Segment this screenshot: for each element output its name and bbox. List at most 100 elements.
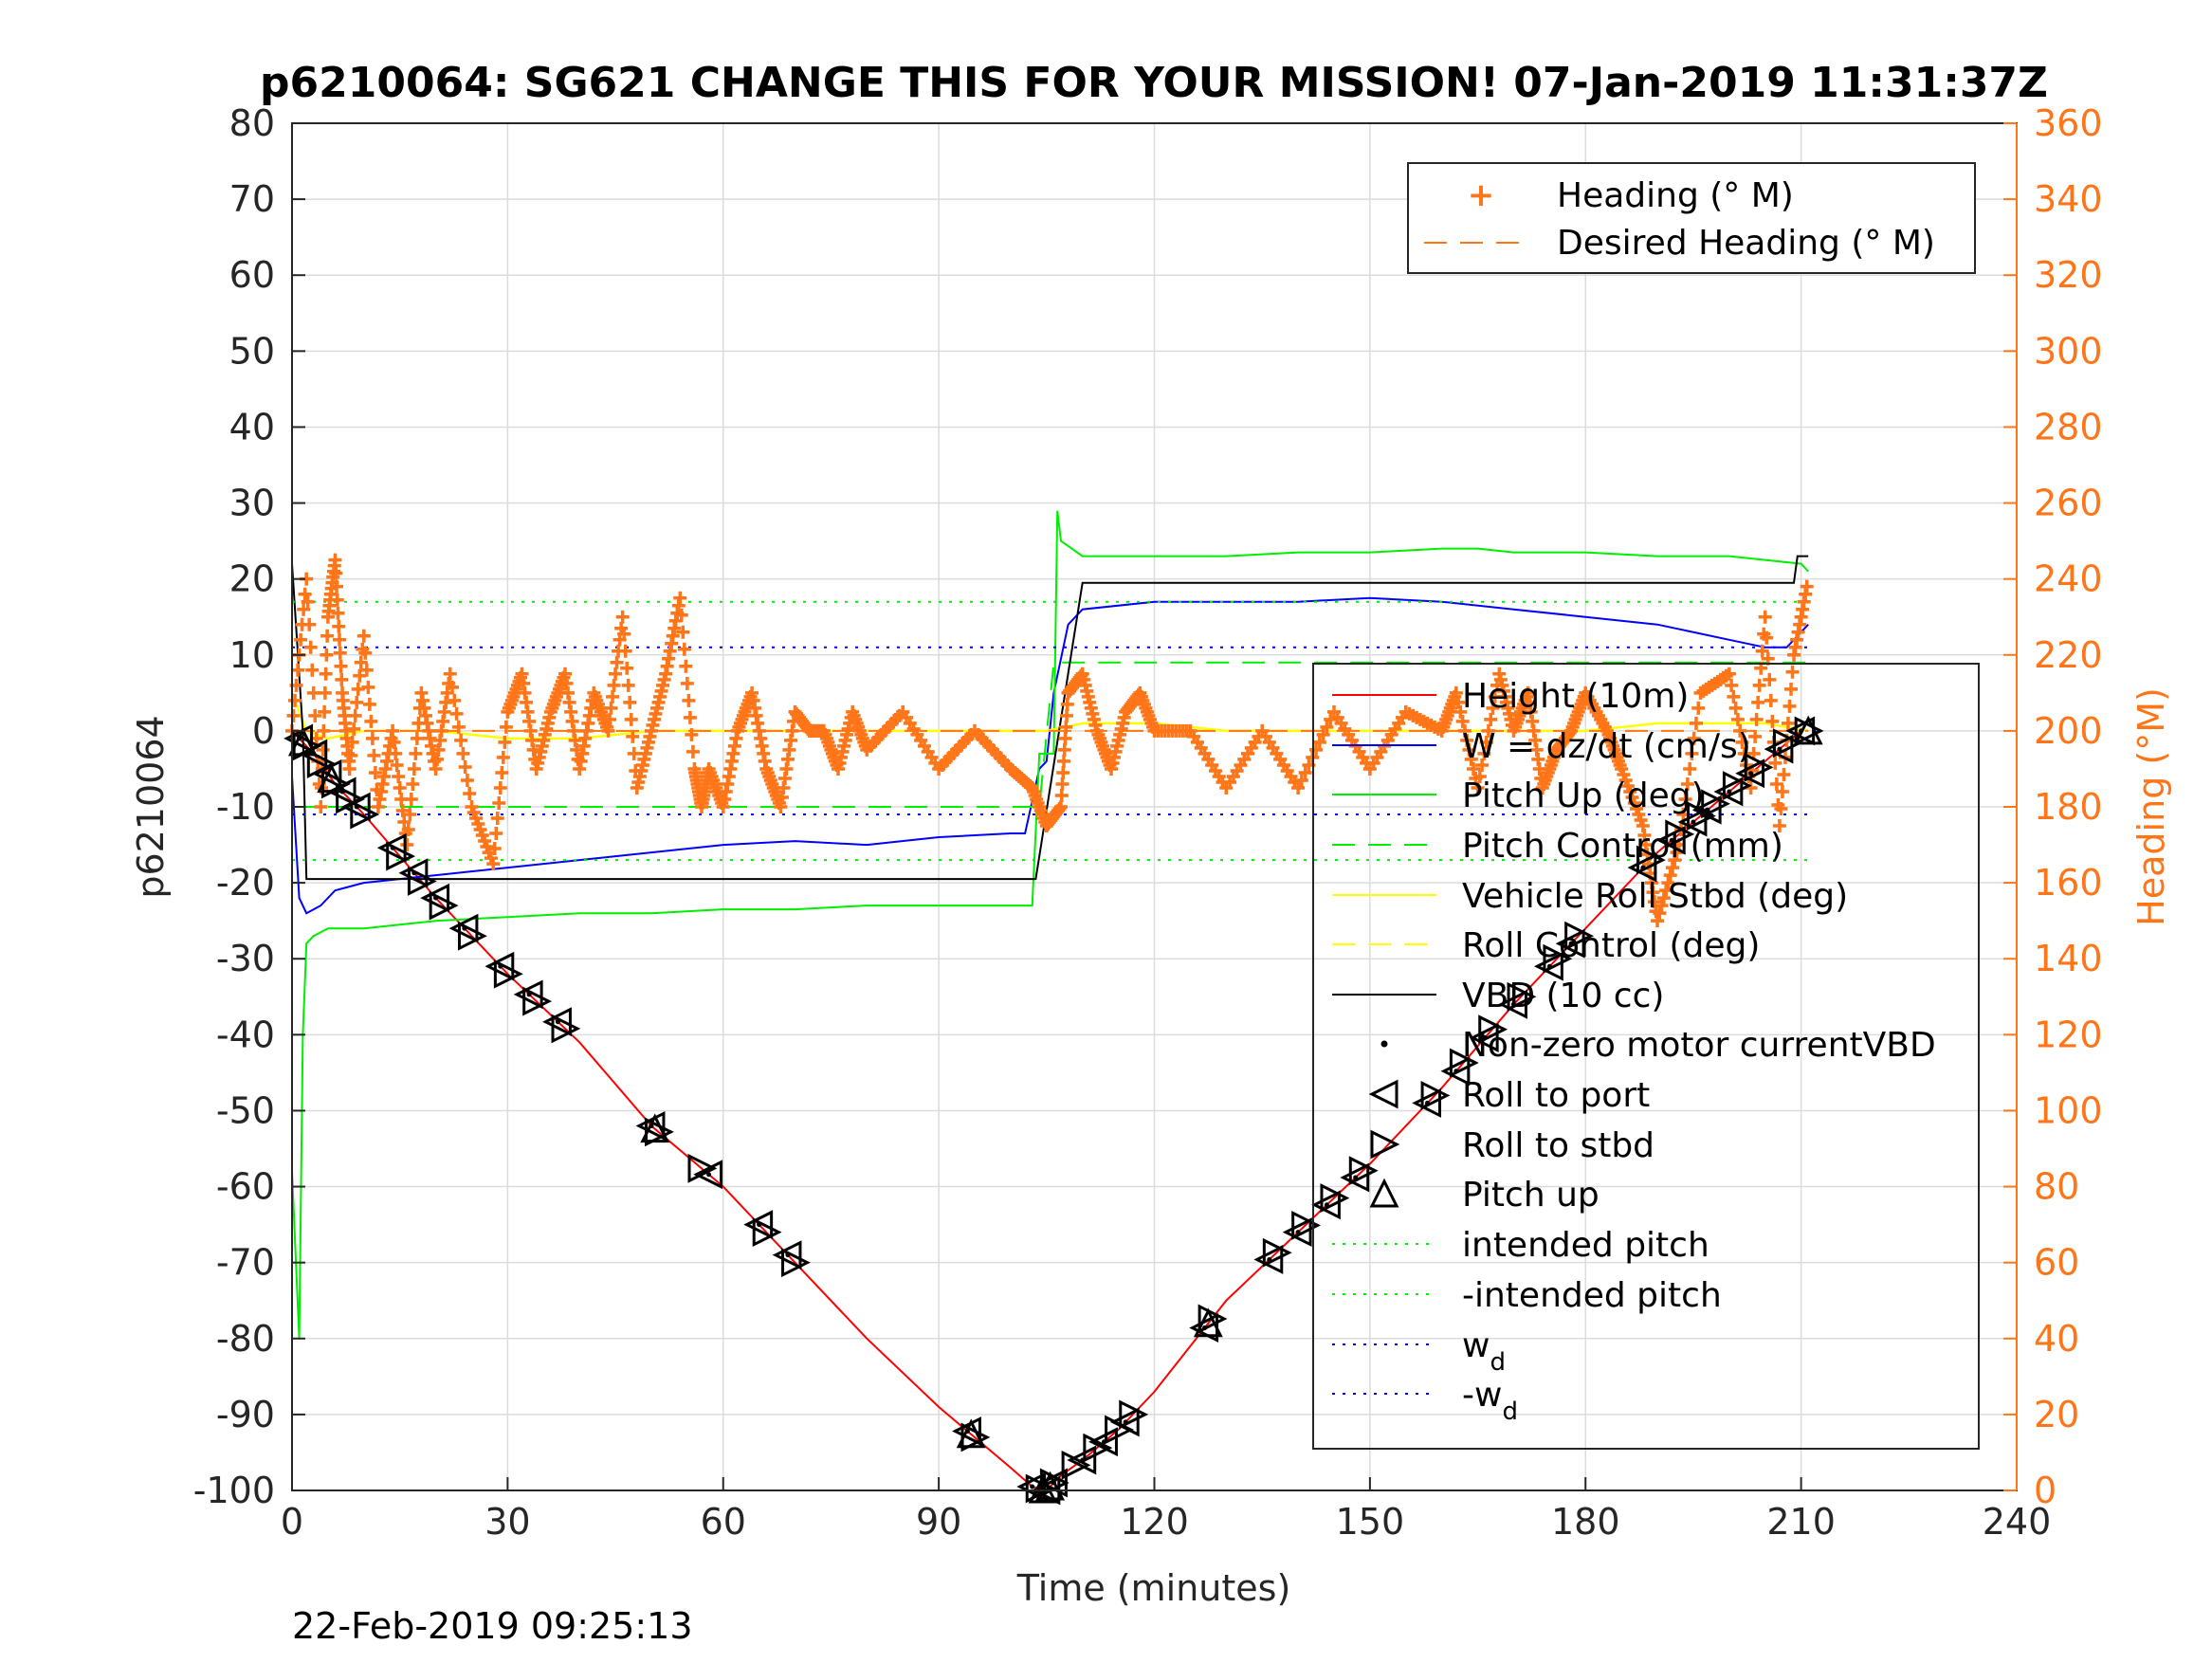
- heading-point: [624, 712, 638, 726]
- heading-point: [389, 746, 403, 760]
- heading-point: [1760, 630, 1774, 645]
- x-tick-label: 180: [1551, 1501, 1620, 1543]
- heading-point: [407, 761, 421, 776]
- heading-point: [1460, 733, 1474, 747]
- heading-point: [358, 646, 373, 660]
- heading-point: [320, 629, 335, 643]
- heading-point: [397, 815, 411, 830]
- y-right-tick-label: 120: [2034, 1014, 2103, 1055]
- heading-point: [305, 663, 320, 677]
- heading-point: [493, 780, 507, 795]
- heading-point: [318, 704, 332, 719]
- roll-to-stbd-marker: [1291, 1210, 1322, 1240]
- heading-point: [1298, 765, 1312, 779]
- heading-point: [1309, 742, 1324, 757]
- roll-to-port-marker: [1677, 807, 1708, 837]
- heading-point: [601, 723, 615, 738]
- roll-to-port-marker: [635, 1111, 666, 1141]
- roll-to-port-marker: [1469, 1023, 1499, 1052]
- y-left-tick-label: 40: [229, 406, 275, 448]
- roll-to-stbd-marker: [336, 784, 365, 814]
- heading-point: [676, 625, 690, 639]
- roll-to-stbd-marker: [752, 1217, 782, 1248]
- roll-to-stbd-marker: [1449, 1048, 1479, 1078]
- y-left-tick-label: 50: [229, 330, 275, 372]
- heading-point: [329, 579, 343, 594]
- heading-point: [1781, 716, 1795, 730]
- x-tick-label: 210: [1766, 1501, 1836, 1543]
- heading-point: [626, 729, 640, 743]
- legend-heading-box: [1407, 162, 1976, 274]
- roll-to-port-marker: [283, 723, 314, 754]
- heading-point: [1685, 746, 1699, 760]
- heading-point: [409, 746, 423, 760]
- roll-to-port-marker: [1088, 1427, 1118, 1457]
- roll-to-port-marker: [1691, 795, 1722, 825]
- roll-to-stbd-marker: [1348, 1156, 1379, 1186]
- heading-point: [294, 632, 308, 647]
- marker-layer: [283, 715, 1824, 1506]
- legend-motor-current-dot: [1380, 1040, 1388, 1048]
- legend-pitch-control-label: Pitch Control (mm): [1462, 827, 1783, 866]
- y-left-tick-label: 60: [229, 254, 275, 296]
- heading-point: [1653, 906, 1667, 921]
- roll-to-port-marker: [952, 1416, 981, 1446]
- heading-point: [1722, 667, 1736, 681]
- heading-point: [1060, 697, 1074, 711]
- legend-pitch-up-label: Pitch Up (deg): [1462, 777, 1705, 815]
- heading-point: [623, 695, 637, 709]
- heading-point: [308, 708, 322, 722]
- heading-point: [604, 701, 618, 715]
- motor-current-dot: [1777, 746, 1782, 752]
- roll-to-port-marker: [772, 1240, 802, 1270]
- heading-point: [620, 661, 634, 675]
- roll-to-stbd-marker: [386, 841, 416, 871]
- heading-point: [1449, 685, 1463, 700]
- heading-point: [463, 786, 477, 800]
- motor-current-dot: [1727, 789, 1732, 795]
- roll-to-stbd-marker: [407, 867, 437, 896]
- roll-to-port-marker: [1713, 777, 1744, 807]
- pitch-up-marker: [287, 726, 318, 757]
- x-tick-label: 240: [1983, 1501, 2052, 1543]
- heading-point: [682, 693, 696, 707]
- y-left-tick-label: 20: [229, 558, 275, 600]
- y-left-tick-label: -50: [216, 1089, 275, 1131]
- x-axis-ticks: 0 30 60 90 120 150 180 210 240: [281, 1477, 2051, 1543]
- motor-current-dot: [706, 1172, 712, 1178]
- legend-main-box: [1312, 663, 1980, 1450]
- legend-neg-wd-label: -wd: [1462, 1376, 1518, 1426]
- heading-point: [1772, 819, 1786, 833]
- y-right-tick-label: 320: [2034, 254, 2103, 296]
- roll-to-port-marker: [420, 883, 450, 913]
- heading-point: [1689, 716, 1703, 730]
- roll-to-stbd-marker: [687, 1153, 718, 1183]
- heading-point: [401, 823, 415, 837]
- pitch-up-marker: [640, 1113, 670, 1143]
- heading-point: [1748, 729, 1763, 743]
- y-right-tick-label: 240: [2034, 558, 2103, 600]
- heading-point: [298, 587, 312, 601]
- y-right-tick-label: 260: [2034, 483, 2103, 524]
- heading-point: [318, 685, 332, 700]
- legend-height-label: Height (10m): [1462, 677, 1689, 716]
- heading-point: [492, 795, 506, 810]
- legend-pitch-up-marker: [1369, 1178, 1399, 1208]
- heading-point: [354, 655, 368, 669]
- legend-desired-heading-label: Desired Heading (° M): [1557, 224, 1935, 263]
- pitch-up-marker: [956, 1418, 986, 1449]
- heading-point: [1467, 761, 1481, 776]
- y-left-tick-label: -80: [216, 1318, 275, 1360]
- heading-point: [1455, 714, 1470, 728]
- heading-point: [1663, 868, 1677, 883]
- heading-point: [677, 642, 691, 656]
- legend-heading-marker: +: [1468, 176, 1495, 214]
- y-left-tick-label: -60: [216, 1166, 275, 1208]
- footer-date: 22-Feb-2019 09:25:13: [292, 1605, 693, 1647]
- y-left-tick-label: -100: [193, 1470, 275, 1511]
- roll-to-stbd-marker: [1119, 1399, 1149, 1430]
- heading-point: [350, 695, 364, 709]
- legend-main: Height (10m) W = dz/dt (cm/s) Pitch Up (…: [1312, 663, 1980, 1450]
- y-left-tick-label: -20: [216, 862, 275, 904]
- roll-to-port-marker: [1282, 1217, 1312, 1248]
